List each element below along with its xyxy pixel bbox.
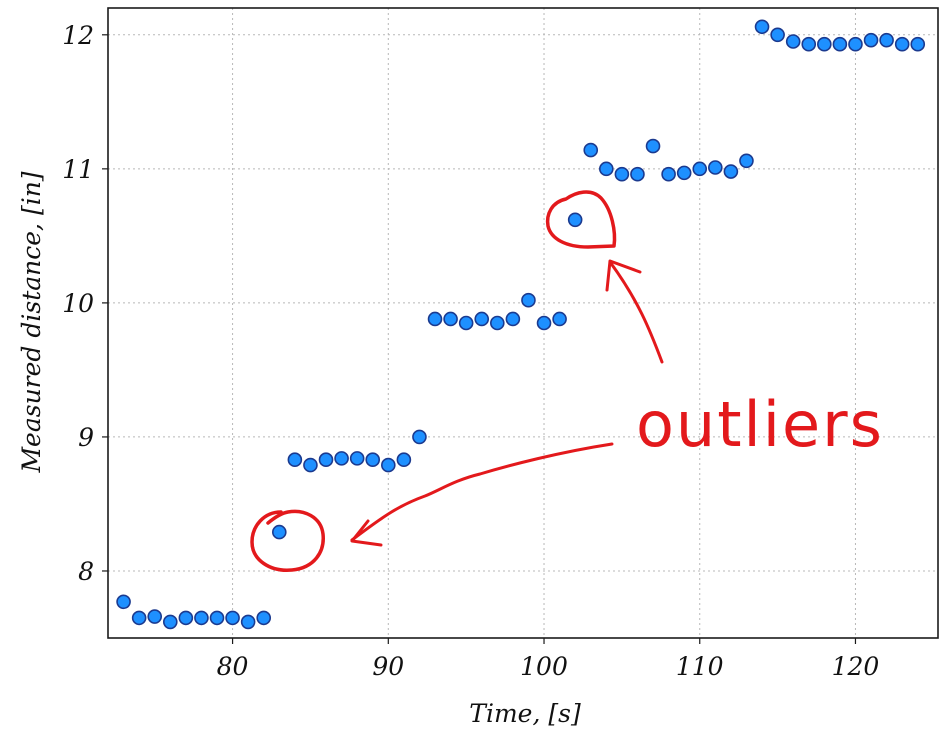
data-point [801,36,817,52]
arrow-to-low-outlier [350,442,614,542]
data-point [770,27,785,43]
data-point [910,36,926,52]
y-tick-label: 11 [62,155,94,184]
data-point [427,311,443,327]
data-point [863,32,879,48]
data-point [723,164,739,179]
data-point [334,451,349,466]
data-point [552,311,567,327]
data-point [131,610,147,626]
data-point [567,212,583,228]
x-tick-label: 100 [520,652,568,681]
data-point [630,166,645,182]
data-point [521,292,536,308]
y-tick-label: 10 [62,289,94,318]
data-point [381,457,396,473]
outlier-circle-low [250,509,325,572]
data-point [287,452,303,468]
y-tick-label: 8 [78,557,94,586]
data-point [739,153,754,169]
outliers-annotation-text: outliers [636,388,884,461]
data-point [599,161,614,177]
data-point [116,594,131,610]
data-point [443,311,458,327]
data-point [178,610,194,626]
outliers-annotation: outliers [250,190,884,572]
grid-lines [108,8,938,638]
arrowhead-high [605,259,642,292]
data-point [676,165,692,181]
data-point [692,161,708,177]
plot-frame [107,7,939,639]
data-point [661,166,676,182]
y-tick-label: 9 [78,423,94,452]
outlier-circle-high [545,190,617,249]
x-axis-title: Time, [s] [469,699,581,728]
data-point [474,311,490,327]
data-point [832,36,848,52]
y-axis-title: Measured distance, [in] [17,171,46,473]
data-point [412,429,427,445]
y-tick-label: 12 [62,21,94,50]
x-tick-label: 120 [832,652,880,681]
data-point [536,315,552,331]
data-point [894,36,910,52]
data-point [645,138,661,154]
data-point [583,142,599,158]
data-point [147,609,163,624]
data-point [458,315,474,331]
data-points [116,19,926,630]
data-point [708,160,723,175]
data-point [194,610,209,626]
data-point [365,452,381,468]
data-point [225,610,240,626]
data-point [879,32,894,48]
axis-ticks: 80 90 100 110 120 8 9 10 11 12 [62,21,879,681]
data-point [785,34,801,49]
data-point [256,610,272,626]
data-point [505,311,521,327]
x-tick-label: 80 [217,652,249,681]
arrowhead-low [350,519,383,547]
data-point [817,36,832,52]
data-point [614,166,630,182]
data-point [396,452,412,468]
data-point [318,452,334,468]
data-point [209,610,225,626]
data-point [490,315,505,331]
data-point [349,451,365,466]
data-point [271,524,287,540]
data-point [754,19,770,35]
arrow-to-high-outlier [608,260,664,364]
data-point [303,457,318,473]
x-tick-label: 110 [676,652,724,681]
data-point [162,614,178,630]
data-point [848,36,863,52]
x-tick-label: 90 [372,652,404,681]
data-point [240,614,256,630]
